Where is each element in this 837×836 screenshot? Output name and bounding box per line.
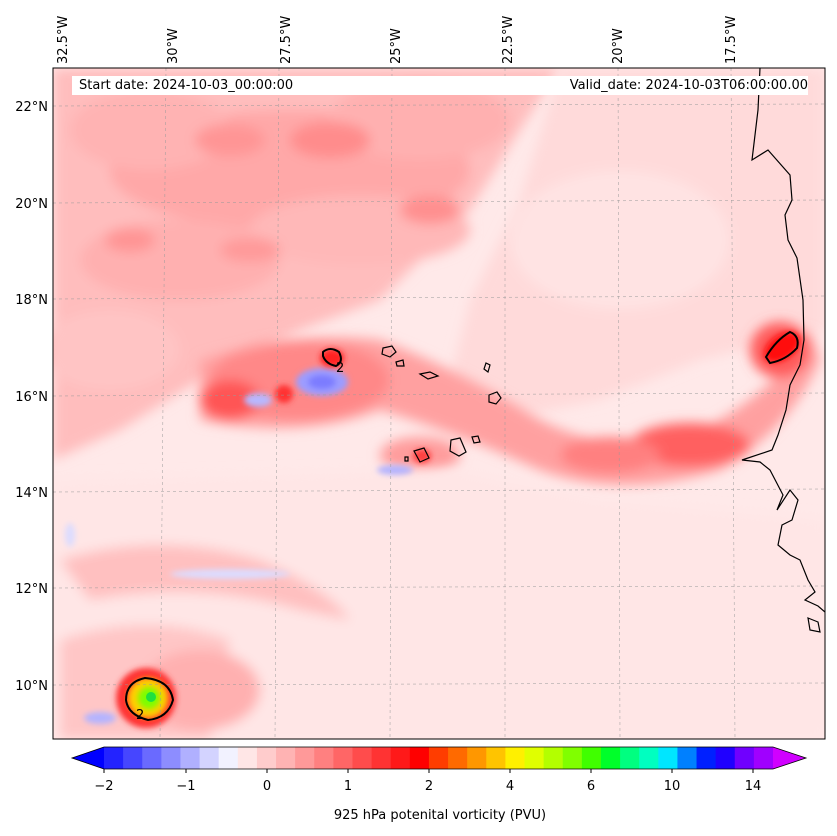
colorbar-swatch xyxy=(562,747,583,769)
lat-label: 10°N xyxy=(15,679,48,694)
contour-labels: 2 2 xyxy=(136,361,344,723)
longitude-labels: 32.5°W 30°W 27.5°W 25°W 22.5°W 20°W 17.5… xyxy=(56,16,739,64)
lon-label: 32.5°W xyxy=(56,16,71,64)
lat-label: 16°N xyxy=(15,390,48,405)
colorbar-swatch xyxy=(639,747,659,769)
colorbar xyxy=(70,746,808,770)
colorbar-arrow-low xyxy=(72,747,104,769)
colorbar-swatch xyxy=(620,747,640,769)
colorbar-swatch xyxy=(104,747,124,769)
colorbar-swatch xyxy=(371,747,392,769)
pv-south-field xyxy=(53,470,825,739)
lon-label: 20°W xyxy=(611,28,626,64)
colorbar-swatch xyxy=(543,747,564,769)
coastline xyxy=(381,68,825,633)
pv-vortex-south xyxy=(116,668,176,728)
latitude-labels: 22°N 20°N 18°N 16°N 14°N 12°N 10°N xyxy=(15,100,48,694)
colorbar-swatch xyxy=(505,747,526,769)
colorbar-swatch xyxy=(524,747,545,769)
lon-label: 27.5°W xyxy=(279,16,294,64)
colorbar-swatch xyxy=(409,747,430,769)
pv-field xyxy=(53,68,825,739)
colorbar-tick-label: 2 xyxy=(425,779,433,794)
colorbar-swatch xyxy=(658,747,678,769)
colorbar-swatch xyxy=(696,747,717,769)
colorbar-tick-label: 10 xyxy=(664,779,681,794)
lon-label: 17.5°W xyxy=(724,16,739,64)
pv-east-field xyxy=(450,68,825,420)
colorbar-swatch xyxy=(314,747,334,769)
colorbar-title: 925 hPa potenital vorticity (PVU) xyxy=(333,808,547,823)
colorbar-swatch xyxy=(295,747,315,769)
colorbar-swatch xyxy=(600,747,621,769)
colorbar-swatch xyxy=(734,747,755,769)
colorbar-swatch xyxy=(715,747,736,769)
lon-label: 22.5°W xyxy=(501,16,516,64)
colorbar-swatch xyxy=(199,747,220,769)
contour-label-south: 2 xyxy=(136,708,144,723)
lat-label: 14°N xyxy=(15,486,48,501)
contour-label-north: 2 xyxy=(336,361,344,376)
colorbar-swatch xyxy=(256,747,277,769)
colorbar-tick-label: 6 xyxy=(587,779,595,794)
colorbar-swatch xyxy=(352,747,373,769)
colorbar-swatch xyxy=(161,747,181,769)
map-frame xyxy=(52,67,826,740)
start-date-label: Start date: 2024-10-03_00:00:00 xyxy=(72,76,379,95)
lon-label: 25°W xyxy=(389,28,404,64)
colorbar-swatch xyxy=(276,747,296,769)
colorbar-swatch xyxy=(142,747,162,769)
pv-negative-patches xyxy=(65,368,413,724)
colorbar-tick-label: 4 xyxy=(506,779,514,794)
colorbar-swatch xyxy=(218,747,239,769)
colorbar-swatch xyxy=(180,747,201,769)
colorbar-tick-label: −2 xyxy=(94,779,113,794)
pv-2-contours xyxy=(124,330,799,722)
colorbar-swatch xyxy=(448,747,468,769)
colorbar-swatch xyxy=(753,747,774,769)
colorbar-swatch xyxy=(123,747,143,769)
graticule xyxy=(52,67,826,740)
colorbar-swatch xyxy=(237,747,258,769)
lat-label: 20°N xyxy=(15,197,48,212)
lat-label: 18°N xyxy=(15,293,48,308)
colorbar-tick-label: 0 xyxy=(263,779,271,794)
colorbar-swatch xyxy=(428,747,449,769)
colorbar-swatch xyxy=(333,747,353,769)
pv-north-field xyxy=(53,68,560,460)
colorbar-tick-label: 1 xyxy=(344,779,352,794)
colorbar-swatch xyxy=(486,747,506,769)
colorbar-swatch xyxy=(581,747,602,769)
colorbar-arrow-high xyxy=(773,747,806,769)
colorbar-swatch xyxy=(467,747,487,769)
lat-label: 12°N xyxy=(15,582,48,597)
colorbar-ticks: −2 −1 0 1 2 4 6 10 14 xyxy=(94,769,761,794)
colorbar-tick-label: −1 xyxy=(176,779,195,794)
colorbar-swatch xyxy=(390,747,411,769)
colorbar-swatch xyxy=(677,747,698,769)
lat-label: 22°N xyxy=(15,100,48,115)
lon-label: 30°W xyxy=(166,28,181,64)
colorbar-tick-label: 14 xyxy=(745,779,762,794)
valid-date-label: Valid_date: 2024-10-03T06:00:00.00 xyxy=(372,76,808,95)
